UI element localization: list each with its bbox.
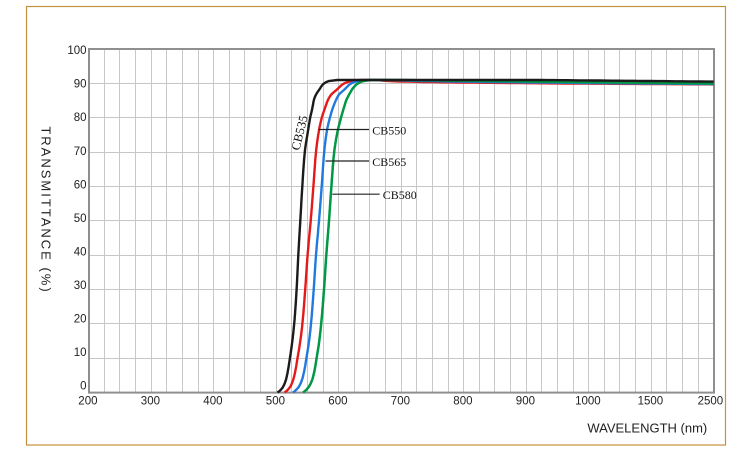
- svg-text:60: 60: [74, 179, 87, 191]
- svg-text:800: 800: [453, 396, 472, 408]
- svg-text:20: 20: [74, 314, 87, 326]
- svg-text:300: 300: [141, 396, 160, 408]
- svg-text:90: 90: [74, 79, 87, 91]
- svg-text:30: 30: [74, 280, 87, 292]
- svg-text:900: 900: [516, 396, 535, 408]
- svg-text:80: 80: [74, 112, 87, 124]
- svg-text:1000: 1000: [575, 396, 601, 408]
- svg-text:100: 100: [67, 45, 86, 57]
- svg-text:WAVELENGTH (nm): WAVELENGTH (nm): [587, 421, 707, 436]
- svg-text:70: 70: [74, 146, 87, 158]
- svg-text:400: 400: [203, 396, 222, 408]
- svg-text:CB565: CB565: [372, 155, 406, 169]
- svg-text:CB550: CB550: [372, 123, 406, 137]
- svg-text:TRANSMITTANCE (%): TRANSMITTANCE (%): [39, 126, 54, 293]
- svg-text:500: 500: [266, 396, 285, 408]
- svg-text:50: 50: [74, 213, 87, 225]
- svg-text:2500: 2500: [698, 396, 724, 408]
- svg-text:700: 700: [391, 396, 410, 408]
- svg-text:600: 600: [328, 396, 347, 408]
- svg-text:10: 10: [74, 347, 87, 359]
- svg-text:40: 40: [74, 246, 87, 258]
- svg-text:1500: 1500: [638, 396, 664, 408]
- svg-text:0: 0: [80, 381, 86, 393]
- svg-text:200: 200: [78, 396, 97, 408]
- svg-text:CB580: CB580: [383, 188, 417, 202]
